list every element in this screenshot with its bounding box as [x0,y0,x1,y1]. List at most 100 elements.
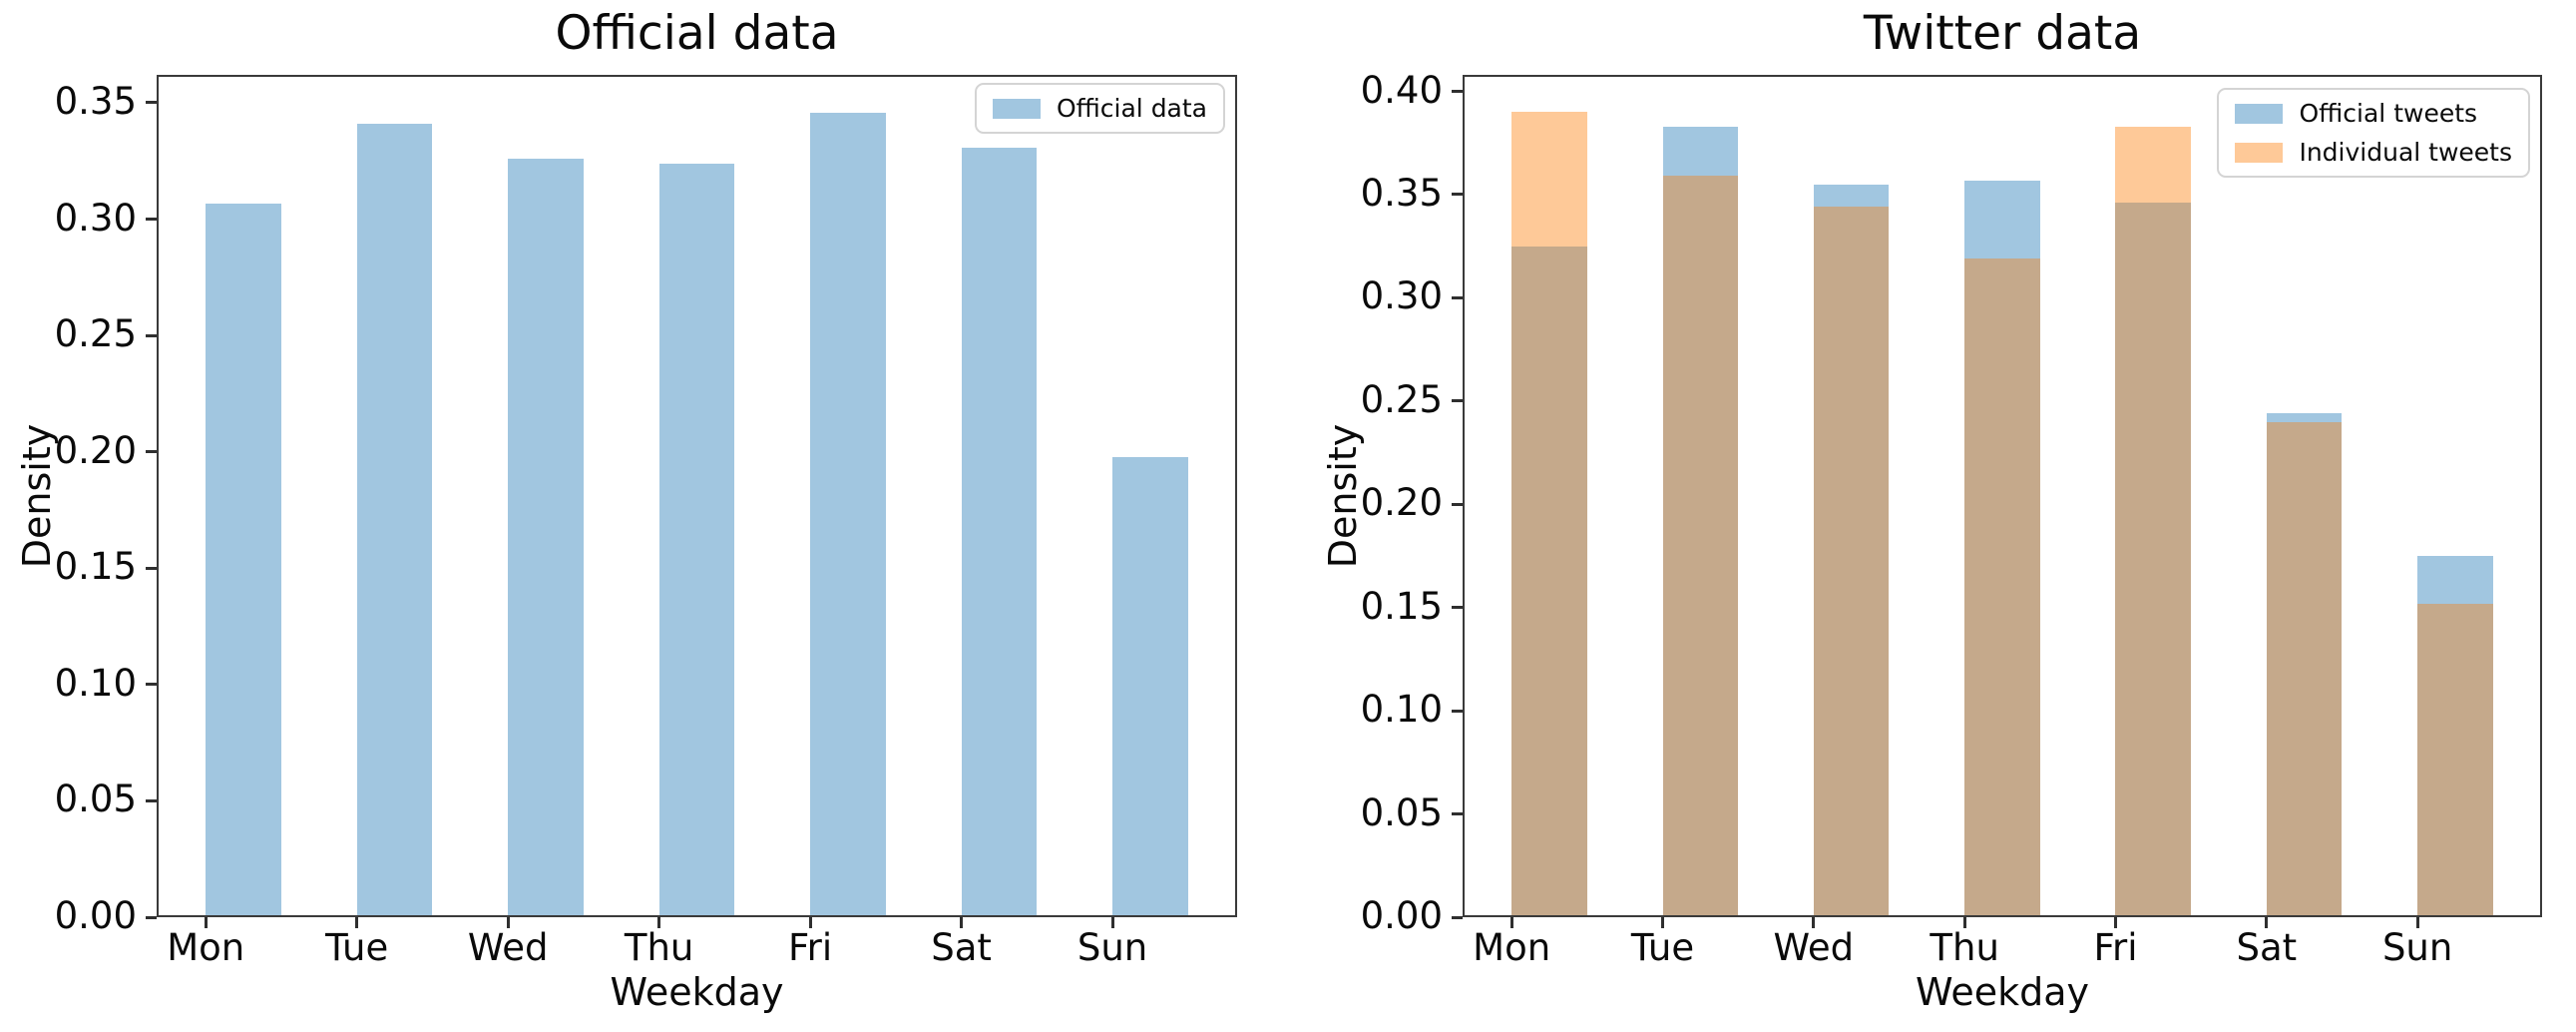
chart-title: Official data [555,6,839,61]
x-tick-label: Wed [1773,926,1855,969]
legend-label: Official tweets [2299,99,2478,128]
legend-entry: Individual tweets [2235,138,2512,167]
x-tick-label: Thu [1930,926,1999,969]
x-tick-mark [2113,917,2117,928]
plot-area [1463,75,2542,917]
x-tick-mark [960,917,964,928]
bar-top-mon [1511,112,1587,247]
x-tick-mark [657,917,661,928]
y-tick-label: 0.00 [54,894,137,937]
x-tick-label: Tue [325,926,389,969]
y-tick-mark [1452,399,1463,403]
x-tick-label: Mon [167,926,245,969]
x-tick-label: Sun [2381,926,2453,969]
x-axis-label: Weekday [1915,970,2089,1014]
y-tick-label: 0.10 [1360,688,1443,732]
x-tick-label: Fri [2093,926,2138,969]
y-tick-label: 0.35 [54,79,137,123]
bar-overlap-fri [2115,203,2192,915]
x-tick-label: Tue [1630,926,1695,969]
y-tick-label: 0.20 [54,428,137,472]
x-tick-mark [1661,917,1664,928]
bar-sat [961,147,1038,915]
y-tick-label: 0.30 [54,196,137,240]
y-tick-mark [146,683,157,687]
bar-top-sun [2417,556,2493,604]
bar-fri [810,112,886,915]
bar-wed [508,159,584,915]
x-tick-mark [204,917,208,928]
bar-overlap-sun [2417,603,2493,915]
y-tick-mark [1452,606,1463,610]
bar-thu [658,163,735,915]
x-tick-label: Thu [624,926,694,969]
y-tick-label: 0.15 [1360,584,1443,628]
x-tick-mark [1962,917,1966,928]
x-tick-mark [2265,917,2269,928]
x-axis-label: Weekday [610,970,784,1014]
y-tick-mark [146,915,157,919]
bar-tue [356,124,433,915]
y-tick-label: 0.25 [54,312,137,356]
y-tick-mark [1452,193,1463,197]
bar-mon [206,203,281,915]
plot-area [157,75,1237,917]
x-tick-label: Sat [931,926,992,969]
x-tick-mark [1509,917,1513,928]
bar-top-sat [2266,413,2343,422]
x-tick-mark [1110,917,1114,928]
y-tick-mark [1452,90,1463,94]
y-tick-mark [146,333,157,337]
bar-top-tue [1662,126,1739,177]
y-tick-label: 0.30 [1360,274,1443,318]
y-tick-mark [1452,915,1463,919]
y-tick-mark [146,798,157,802]
legend-swatch-individual-tweets [2235,142,2284,163]
x-tick-mark [506,917,510,928]
legend-label: Official data [1056,94,1207,123]
legend-label: Individual tweets [2299,138,2512,167]
y-tick-label: 0.15 [54,545,137,589]
x-tick-label: Sat [2236,926,2298,969]
y-tick-mark [146,218,157,222]
x-tick-mark [808,917,812,928]
y-tick-mark [1452,502,1463,506]
y-tick-label: 0.20 [1360,481,1443,525]
y-tick-mark [146,450,157,454]
bar-top-thu [1964,180,2040,259]
legend: Official data [974,83,1225,134]
y-tick-mark [1452,295,1463,299]
x-tick-mark [1812,917,1816,928]
y-tick-label: 0.05 [1360,790,1443,834]
x-tick-label: Fri [788,926,833,969]
x-tick-label: Wed [467,926,549,969]
x-tick-label: Mon [1473,926,1551,969]
legend-entry: Official data [992,94,1207,123]
bar-overlap-tue [1662,176,1739,915]
y-tick-mark [146,101,157,105]
y-tick-label: 0.25 [1360,377,1443,421]
y-tick-label: 0.40 [1360,68,1443,112]
y-tick-mark [146,566,157,570]
y-tick-label: 0.10 [54,661,137,705]
bar-overlap-sat [2266,421,2343,915]
legend-swatch-official-tweets [2235,103,2284,124]
bar-overlap-thu [1964,258,2040,915]
y-tick-label: 0.35 [1360,171,1443,215]
chart-title: Twitter data [1863,6,2142,61]
y-tick-label: 0.00 [1360,894,1443,937]
legend-swatch-official-data [992,98,1041,119]
y-tick-mark [1452,709,1463,713]
x-tick-mark [2415,917,2419,928]
bar-top-fri [2115,126,2192,204]
bar-overlap-mon [1511,246,1587,915]
bar-top-wed [1813,184,1890,208]
bar-sun [1112,456,1188,915]
legend-entry: Official tweets [2235,99,2512,128]
x-tick-mark [355,917,359,928]
x-tick-label: Sun [1076,926,1148,969]
legend: Official tweets Individual tweets [2217,88,2530,178]
